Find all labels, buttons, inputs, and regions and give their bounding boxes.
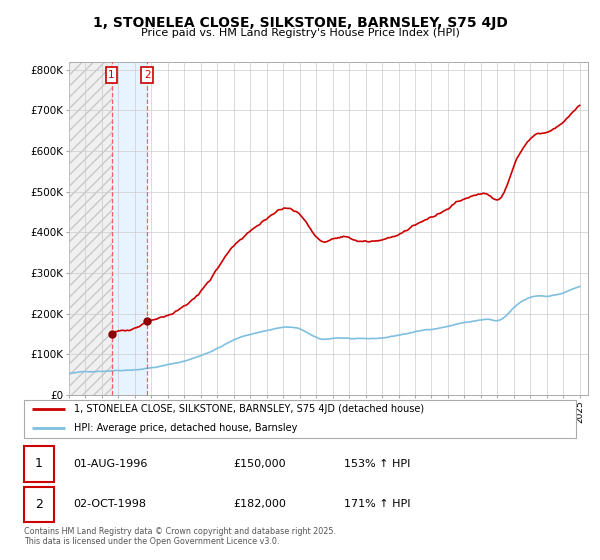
Bar (112, 62, 147, 395)
Text: Contains HM Land Registry data © Crown copyright and database right 2025.
This d: Contains HM Land Registry data © Crown c… (24, 527, 336, 547)
Text: 1: 1 (35, 457, 43, 470)
Bar (69, 62, 112, 395)
Text: 2: 2 (144, 70, 151, 80)
Text: 153% ↑ HPI: 153% ↑ HPI (344, 459, 410, 469)
Text: 1: 1 (108, 70, 115, 80)
Bar (24, 446, 55, 482)
Text: £182,000: £182,000 (234, 499, 287, 509)
Text: 1, STONELEA CLOSE, SILKSTONE, BARNSLEY, S75 4JD (detached house): 1, STONELEA CLOSE, SILKSTONE, BARNSLEY, … (74, 404, 424, 414)
Text: Price paid vs. HM Land Registry's House Price Index (HPI): Price paid vs. HM Land Registry's House … (140, 28, 460, 38)
Bar (24, 487, 55, 522)
Text: 171% ↑ HPI: 171% ↑ HPI (344, 499, 410, 509)
Text: 2: 2 (35, 497, 43, 511)
Text: 1, STONELEA CLOSE, SILKSTONE, BARNSLEY, S75 4JD: 1, STONELEA CLOSE, SILKSTONE, BARNSLEY, … (92, 16, 508, 30)
Bar (69, 62, 112, 395)
Text: HPI: Average price, detached house, Barnsley: HPI: Average price, detached house, Barn… (74, 423, 297, 433)
Text: 01-AUG-1996: 01-AUG-1996 (74, 459, 148, 469)
Text: 02-OCT-1998: 02-OCT-1998 (74, 499, 146, 509)
Text: £150,000: £150,000 (234, 459, 286, 469)
